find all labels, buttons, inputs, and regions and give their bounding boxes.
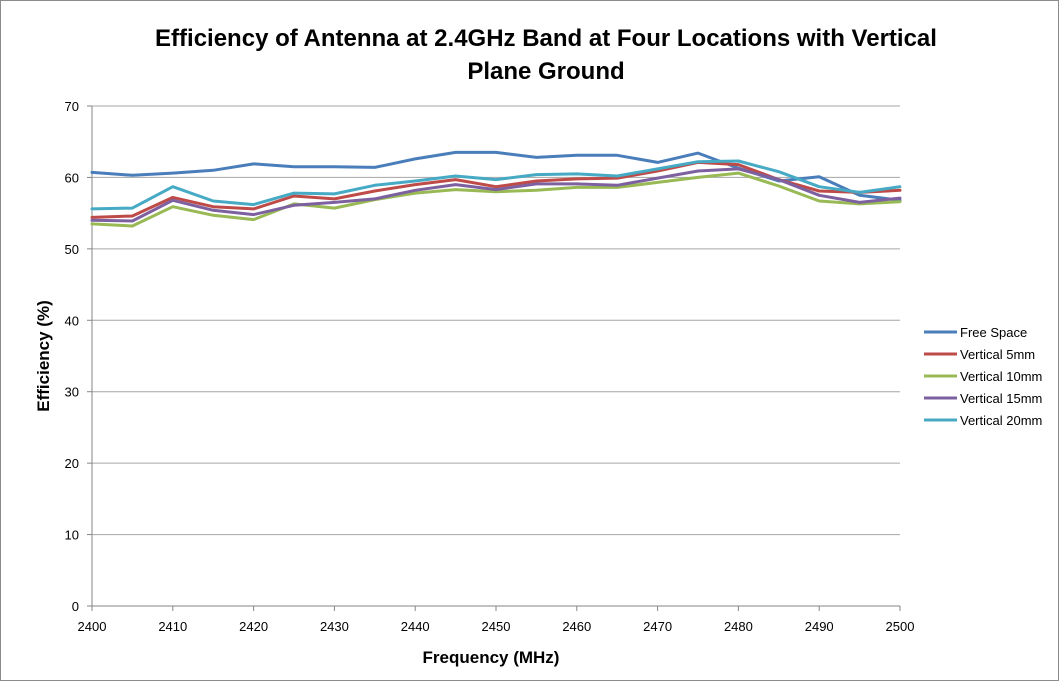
x-tick-label: 2400 [78,619,107,634]
x-tick-label: 2450 [482,619,511,634]
x-tick-label: 2480 [724,619,753,634]
series-line-vertical-10mm [90,171,902,228]
chart-title-line-2: Plane Ground [467,58,624,85]
x-tick-label: 2430 [320,619,349,634]
y-tick-label: 0 [72,599,79,614]
y-tick-label: 70 [65,99,79,114]
y-tick-label: 30 [65,385,79,400]
x-tick-label: 2440 [401,619,430,634]
series-lines [90,150,902,228]
legend-label-vertical-20mm: Vertical 20mm [960,413,1042,428]
legend-label-vertical-5mm: Vertical 5mm [960,347,1035,362]
x-tick-label: 2490 [805,619,834,634]
legend-label-free-space: Free Space [960,325,1027,340]
x-tick-label: 2420 [239,619,268,634]
legend: Free Space Vertical 5mm Vertical 10mm Verti… [924,325,1042,428]
y-tick-label: 40 [65,313,79,328]
chart-title-line-1: Efficiency of Antenna at 2.4GHz Band at … [155,25,937,52]
axes [87,105,901,611]
x-tick-label: 2460 [562,619,591,634]
legend-label-vertical-10mm: Vertical 10mm [960,369,1042,384]
series-line-vertical-20mm [90,159,902,211]
y-tick-label: 60 [65,170,79,185]
x-tick-label: 2470 [643,619,672,634]
x-tick-label: 2410 [158,619,187,634]
x-tick-label: 2500 [886,619,915,634]
tick-labels: 0 10 20 30 40 50 60 70 2400 2410 2420 2430 2440 2450 2… [65,99,915,634]
y-axis-title: Efficiency (%) [34,300,53,411]
series-line-vertical-15mm [90,167,902,223]
y-tick-label: 50 [65,242,79,257]
y-tick-label: 10 [65,528,79,543]
x-axis-title: Frequency (MHz) [423,648,560,667]
gridlines [92,105,900,536]
y-tick-label: 20 [65,456,79,471]
legend-label-vertical-15mm: Vertical 15mm [960,391,1042,406]
